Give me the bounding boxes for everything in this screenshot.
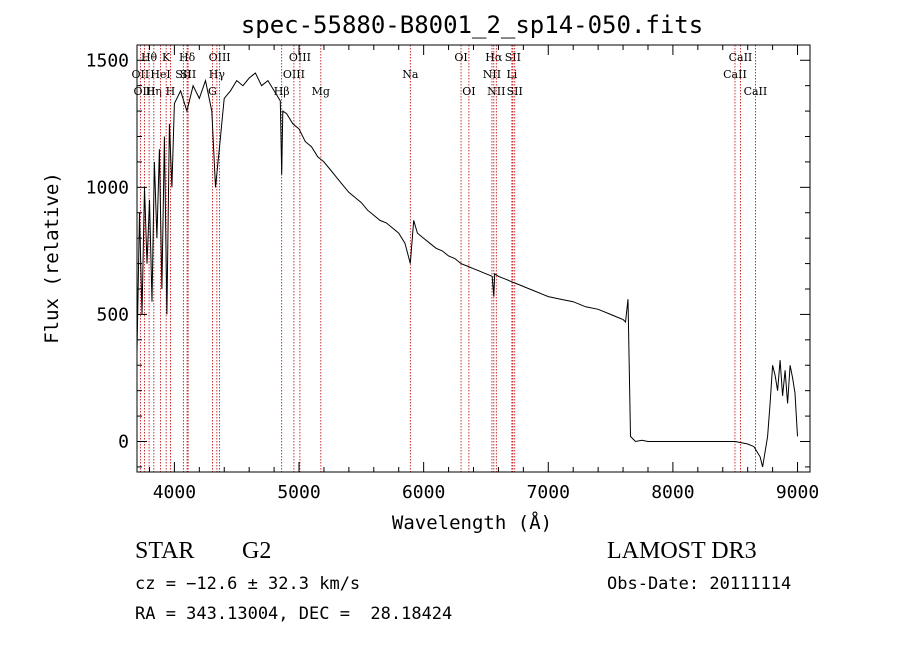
- line-marker-label: NII: [483, 68, 501, 81]
- x-tick-label: 5000: [277, 482, 320, 503]
- y-axis-label: Flux (relative): [41, 172, 63, 344]
- x-tick-label: 4000: [153, 482, 196, 503]
- y-tick-label: 0: [118, 432, 129, 453]
- line-marker-label: H: [166, 85, 176, 98]
- line-marker-label: SII: [180, 68, 196, 81]
- line-marker-label: OIII: [289, 51, 311, 64]
- line-marker-label: CaII: [744, 85, 768, 98]
- line-marker-label: Hθ: [141, 51, 158, 64]
- plot-frame: [136, 44, 811, 473]
- line-marker-label: CaII: [723, 68, 747, 81]
- spectrum-line: [136, 72, 798, 468]
- axis-ticks: 4000 5000 6000 7000 8000 9000 0 500 1000 1500: [86, 45, 819, 503]
- survey-name: LAMOST DR3: [607, 538, 757, 564]
- y-tick-label: 1500: [86, 50, 129, 71]
- object-subclass: G2: [242, 538, 272, 564]
- line-marker-label: Mg: [312, 85, 330, 98]
- line-marker-label: G: [208, 85, 217, 98]
- y-tick-label: 500: [96, 304, 129, 325]
- y-tick-label: 1000: [86, 177, 129, 198]
- observation-date: Obs-Date: 20111114: [607, 574, 792, 594]
- line-marker-label: OI: [454, 51, 467, 64]
- line-marker-label: Li: [506, 68, 517, 81]
- line-marker-label: OIII: [209, 51, 231, 64]
- line-marker-label: Hδ: [179, 51, 196, 64]
- line-marker-label: OI: [462, 85, 475, 98]
- line-marker-label: SII: [505, 51, 521, 64]
- line-marker-label: K: [162, 51, 171, 64]
- x-tick-label: 8000: [651, 482, 694, 503]
- x-axis-label: Wavelength (Å): [392, 511, 552, 534]
- coordinates-readout: RA = 343.13004, DEC = 28.18424: [135, 604, 453, 624]
- line-marker-label: SII: [507, 85, 523, 98]
- object-class: STAR: [135, 538, 195, 564]
- line-marker-label: SII: [175, 68, 191, 81]
- x-tick-label: 6000: [402, 482, 445, 503]
- line-marker-label: Hη: [146, 85, 162, 98]
- line-marker-label: Hβ: [274, 85, 290, 98]
- line-marker-label: Hα: [485, 51, 503, 64]
- x-tick-label: 7000: [527, 482, 570, 503]
- line-marker-label: HeI: [150, 68, 170, 81]
- line-marker-label: CaII: [729, 51, 753, 64]
- redshift-readout: cz = −12.6 ± 32.3 km/s: [135, 574, 361, 594]
- line-marker-label: Hγ: [209, 68, 226, 81]
- line-marker-label: OIII: [133, 85, 155, 98]
- line-marker-label: OIII: [283, 68, 305, 81]
- chart-title: spec-55880-B8001_2_sp14-050.fits: [241, 11, 703, 39]
- line-marker-label: NII: [487, 85, 505, 98]
- line-marker-label: Na: [402, 68, 419, 81]
- x-tick-label: 9000: [776, 482, 819, 503]
- line-marker-label: OII: [132, 68, 150, 81]
